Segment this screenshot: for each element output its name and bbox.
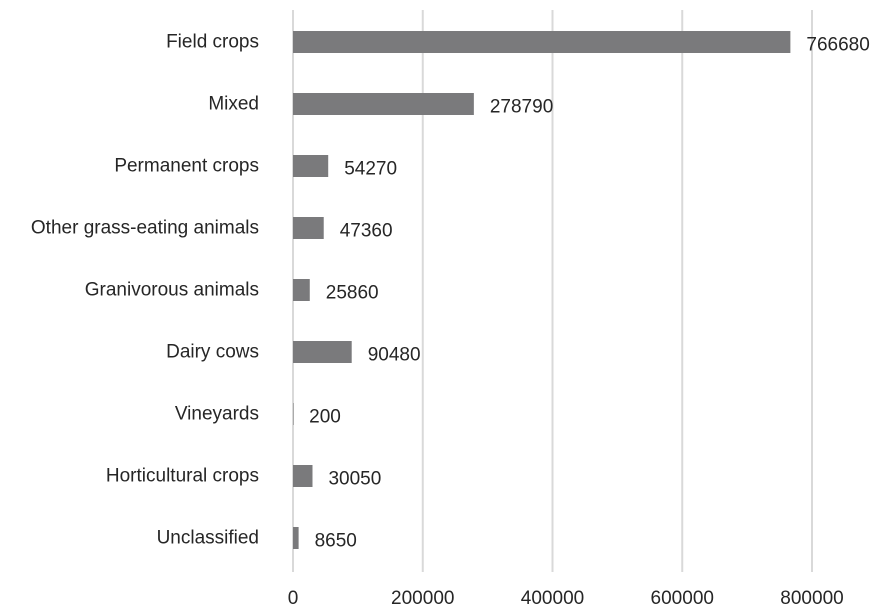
x-tick-label: 200000 xyxy=(391,588,454,609)
bar xyxy=(293,465,313,487)
value-label: 200 xyxy=(309,407,341,428)
bar xyxy=(293,93,474,115)
x-tick-label: 400000 xyxy=(521,588,584,609)
value-label: 30050 xyxy=(328,469,381,490)
bar xyxy=(293,341,352,363)
category-label: Unclassified xyxy=(157,528,259,549)
category-label: Horticultural crops xyxy=(106,466,259,487)
value-labels: 766680 278790 54270 47360 25860 90480 200 30050… xyxy=(309,35,870,552)
category-label: Mixed xyxy=(208,94,259,115)
bars xyxy=(293,31,791,549)
value-label: 90480 xyxy=(368,345,421,366)
x-tick-label: 0 xyxy=(288,588,299,609)
bar xyxy=(293,527,299,549)
x-tick-label: 800000 xyxy=(780,588,843,609)
category-labels: Field crops Mixed Permanent crops Other gra… xyxy=(31,32,259,549)
value-label: 47360 xyxy=(340,221,393,242)
category-label: Granivorous animals xyxy=(85,280,259,301)
bar xyxy=(293,155,329,177)
value-label: 25860 xyxy=(326,283,379,304)
value-label: 766680 xyxy=(806,35,869,56)
category-label: Vineyards xyxy=(175,404,259,425)
category-label: Field crops xyxy=(166,32,259,53)
value-label: 54270 xyxy=(344,159,397,180)
bar xyxy=(293,31,791,53)
bar xyxy=(293,279,310,301)
value-label: 8650 xyxy=(315,531,357,552)
category-label: Other grass-eating animals xyxy=(31,218,259,239)
category-label: Dairy cows xyxy=(166,342,259,363)
x-tick-label: 600000 xyxy=(651,588,714,609)
bar xyxy=(293,217,324,239)
x-axis-tick-labels: 0 200000 400000 600000 800000 xyxy=(288,588,844,609)
value-label: 278790 xyxy=(490,97,553,118)
category-label: Permanent crops xyxy=(114,156,259,177)
bar xyxy=(293,403,294,425)
